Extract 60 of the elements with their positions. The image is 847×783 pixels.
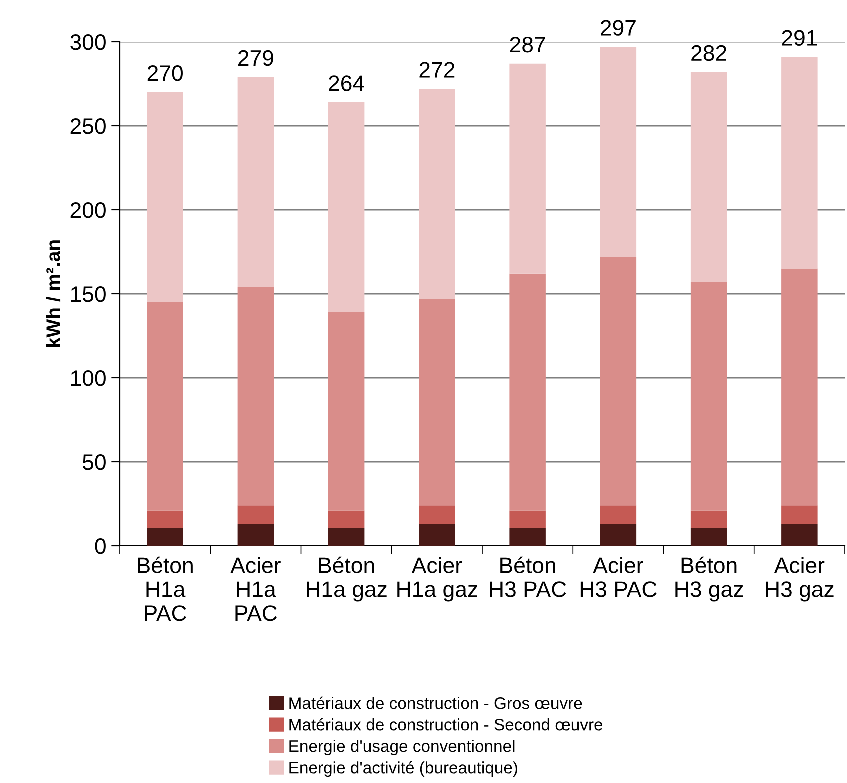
y-tick-label: 100 [71,370,106,386]
bar [328,102,365,312]
bar [238,77,274,288]
total-label: 297 [601,20,636,36]
bar [600,506,637,524]
total-label: 287 [510,36,546,53]
total-label: 279 [238,50,274,66]
bar [690,72,728,282]
y-tick-label: 200 [70,202,106,218]
bar [510,64,546,274]
bar [238,287,274,506]
bar [690,528,728,546]
bar [328,528,365,546]
bar [419,299,456,506]
bar [600,47,637,258]
bar [328,510,365,528]
y-tick-label: 150 [71,286,106,302]
y-tick-label: 50 [82,454,106,470]
bar [782,524,818,546]
total-label: 270 [148,66,183,82]
bar [510,274,546,511]
bar [600,524,637,546]
bar [510,510,546,528]
y-axis-title: kWh / m².an [46,240,61,348]
legend-label: Energie d'activité (bureautique) [290,761,518,778]
bar [147,302,184,511]
y-tick-label: 250 [70,118,106,134]
y-tick-label: 300 [70,34,106,50]
total-label: 291 [782,30,818,46]
x-tick-label: Béton H1a PAC [138,556,193,622]
total-label: 264 [329,76,364,92]
legend-label: Energie d'usage conventionnel [290,740,515,756]
x-tick-label: Acier H3 PAC [580,557,657,598]
x-tick-label: Acier H3 gaz [766,557,834,602]
bar [510,528,546,546]
x-tick-label: Acier H1a gaz [398,557,478,602]
y-tick-label: 0 [95,538,106,554]
bar [147,528,184,546]
bar [600,257,637,506]
bar [328,312,365,511]
bar [419,89,456,300]
bar [690,510,728,528]
x-tick-label: Béton H3 PAC [490,556,566,598]
bar [419,506,456,524]
bar [782,506,818,524]
bar [690,282,728,511]
bar [782,57,818,269]
total-label: 272 [420,62,455,78]
bar [238,524,274,546]
bar [782,268,818,506]
bar [147,92,184,302]
bar [147,510,184,528]
legend-label: Matériaux de construction - Second œuvre [290,718,603,731]
x-tick-label: Acier H1a PAC [230,557,281,622]
bar [419,524,456,546]
x-tick-label: Béton H3 gaz [676,556,744,602]
bar [238,506,274,524]
legend-label: Matériaux de construction - Gros œuvre [290,696,582,710]
x-tick-label: Béton H1a gaz [307,556,387,602]
total-label: 282 [692,45,726,62]
